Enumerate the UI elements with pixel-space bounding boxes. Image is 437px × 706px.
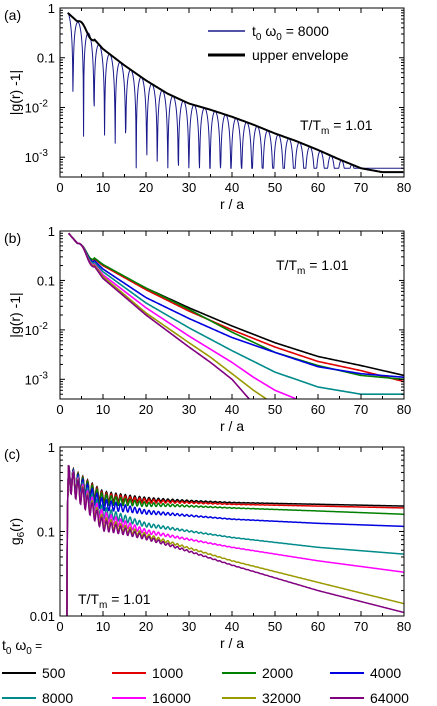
legend-label-4000: 4000 (370, 665, 401, 681)
y-axis-label: g6(r) (7, 518, 27, 545)
x-tick-label: 80 (397, 402, 411, 417)
plot-area (67, 232, 404, 399)
x-tick-label: 40 (225, 180, 239, 195)
x-tick-label: 30 (182, 180, 196, 195)
legend-label-1000: 1000 (152, 665, 183, 681)
x-tick-label: 20 (139, 180, 153, 195)
x-tick-label: 10 (96, 180, 110, 195)
series-line-2 (66, 465, 404, 616)
legend-label-32000: 32000 (262, 690, 301, 706)
legend-label-2000: 2000 (262, 665, 293, 681)
chart-panel-2: 0 10 20 30 40 50 60 70 80 1 0.1 10-2 10-3 (b) r / a |g(… (4, 224, 411, 434)
legend-label-series: t0 ω0 = 8000 (252, 23, 329, 43)
series-line-6 (67, 232, 297, 399)
y-tick-label: 0.01 (30, 609, 55, 624)
x-tick-label: 50 (268, 180, 282, 195)
series-line-3 (66, 465, 404, 616)
x-tick-label: 70 (354, 619, 368, 634)
y-tick-label: 0.1 (37, 51, 55, 66)
y-tick-label: 1 (48, 224, 55, 239)
plot-area (67, 12, 404, 174)
x-tick-label: 30 (182, 402, 196, 417)
series-line-4 (66, 465, 404, 616)
panel-label: (b) (4, 230, 21, 246)
x-tick-label: 60 (311, 180, 325, 195)
x-axis-label: r / a (220, 418, 244, 434)
x-tick-label: 10 (96, 402, 110, 417)
y-axis-label: |g(r) -1| (7, 292, 23, 337)
x-tick-label: 60 (311, 402, 325, 417)
series-line-5 (66, 465, 404, 616)
y-tick-label: 10-2 (25, 321, 49, 338)
x-tick-label: 60 (311, 619, 325, 634)
x-tick-label: 20 (139, 402, 153, 417)
panel-label: (c) (4, 446, 20, 462)
series-line-7 (66, 465, 404, 616)
annotation-temperature: T/Tm = 1.01 (276, 257, 349, 277)
series-line-1 (67, 12, 404, 169)
x-axis-label: r / a (220, 635, 244, 651)
panel-label: (a) (4, 7, 21, 23)
y-tick-label: 0.1 (37, 525, 55, 540)
series-line-4 (67, 232, 404, 379)
series-line-8 (67, 232, 250, 399)
x-tick-label: 20 (139, 619, 153, 634)
x-tick-label: 40 (225, 402, 239, 417)
x-axis-label: r / a (220, 196, 244, 212)
series-line-5 (67, 232, 404, 396)
legend-label-8000: 8000 (42, 690, 73, 706)
x-tick-label: 30 (182, 619, 196, 634)
x-tick-label: 10 (96, 619, 110, 634)
series-line-2 (67, 232, 404, 383)
series-line-3 (67, 232, 404, 381)
y-tick-label: 0.1 (37, 273, 55, 288)
plot-area (66, 465, 404, 616)
legend-label-envelope: upper envelope (252, 47, 349, 63)
annotation-temperature: T/Tm = 1.01 (300, 117, 373, 137)
y-tick-label: 10-3 (25, 148, 49, 165)
legend: t0 ω0 =500 1000 2000 4000 8000 16000 32000 6400… (2, 637, 409, 706)
chart-panel-1: 0 10 20 30 40 50 60 70 80 1 0.1 10-2 10-3 (a) r / a |g(… (4, 1, 411, 212)
series-line-7 (67, 232, 267, 399)
x-tick-label: 80 (397, 180, 411, 195)
chart-panel-3: 0 10 20 30 40 50 60 70 80 1 0.1 0.01 (c) r / a g6(r) T/… (4, 440, 411, 651)
legend-label-16000: 16000 (152, 690, 191, 706)
series-line-6 (66, 465, 404, 616)
y-tick-label: 1 (48, 440, 55, 455)
x-tick-label: 80 (397, 619, 411, 634)
x-tick-label: 50 (268, 619, 282, 634)
y-tick-label: 10-3 (25, 370, 49, 387)
x-tick-label: 70 (354, 402, 368, 417)
x-tick-label: 0 (56, 180, 63, 195)
x-tick-label: 40 (225, 619, 239, 634)
legend-title: t0 ω0 = (2, 637, 42, 657)
series-line-8 (66, 465, 404, 616)
y-tick-label: 10-2 (25, 98, 49, 115)
y-tick-label: 1 (48, 1, 55, 16)
series-line-2 (67, 12, 404, 174)
legend-label-500: 500 (42, 665, 66, 681)
series-line-1 (67, 232, 404, 377)
annotation-temperature: T/Tm = 1.01 (78, 591, 151, 611)
y-axis-label: |g(r) -1| (7, 70, 23, 115)
x-tick-label: 0 (56, 619, 63, 634)
panel-a-legend: t0 ω0 = 8000 upper envelope (208, 23, 349, 63)
x-tick-label: 70 (354, 180, 368, 195)
x-tick-label: 0 (56, 402, 63, 417)
x-tick-label: 50 (268, 402, 282, 417)
legend-label-64000: 64000 (370, 690, 409, 706)
